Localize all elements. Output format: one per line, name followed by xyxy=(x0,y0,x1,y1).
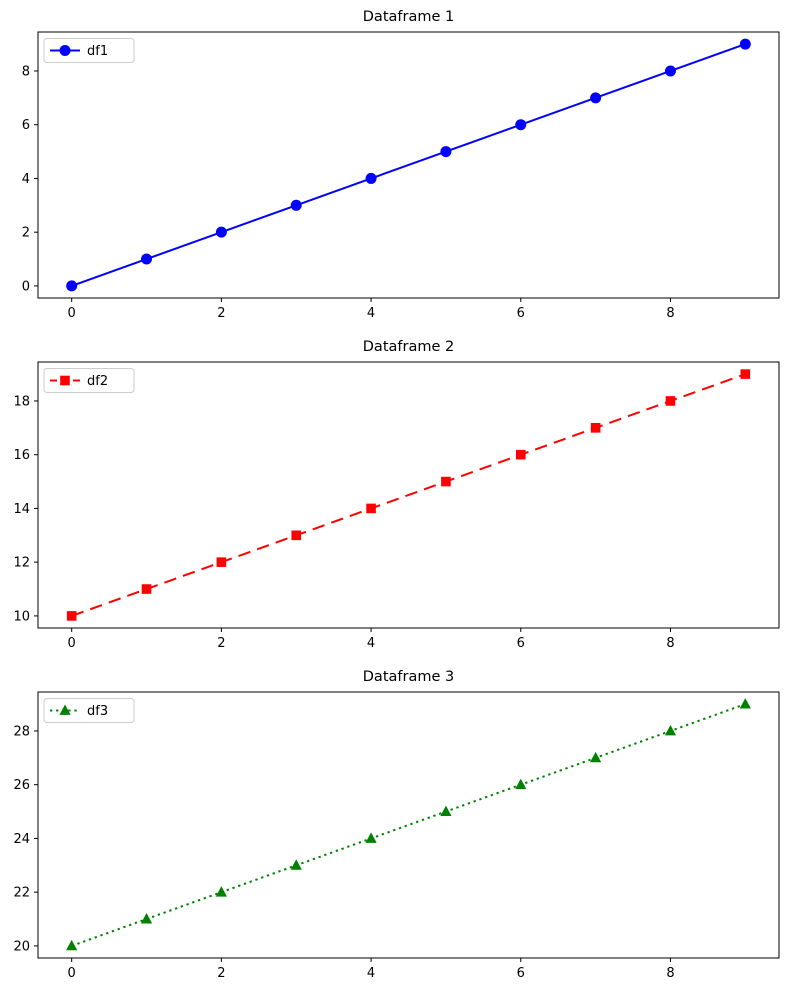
y-tick-label: 18 xyxy=(13,394,30,409)
marker-circle-icon xyxy=(365,172,377,184)
chart-title: Dataframe 2 xyxy=(363,339,454,355)
y-tick-label: 28 xyxy=(13,724,30,739)
marker-square-icon xyxy=(740,369,751,379)
marker-circle-icon xyxy=(59,45,71,56)
y-tick-label: 2 xyxy=(22,226,30,241)
x-tick-label: 6 xyxy=(517,636,525,651)
x-tick-label: 6 xyxy=(517,306,525,321)
marker-circle-icon xyxy=(290,199,302,211)
legend-box xyxy=(43,368,135,393)
marker-triangle-icon xyxy=(515,778,527,790)
y-tick-label: 8 xyxy=(22,64,30,79)
marker-triangle-icon xyxy=(215,886,227,897)
marker-circle-icon xyxy=(739,38,751,50)
y-tick-label: 10 xyxy=(13,609,30,624)
legend-box xyxy=(43,38,135,63)
x-tick-label: 8 xyxy=(666,966,674,981)
marker-square-icon xyxy=(441,476,451,487)
axes-frame xyxy=(37,31,780,299)
y-tick-label: 0 xyxy=(22,279,30,294)
marker-triangle-icon xyxy=(739,698,751,709)
subplot-1: Dataframe 1 0 2 4 6 8 0 2 4 6 8 df1 xyxy=(22,9,780,321)
marker-circle-icon xyxy=(215,226,227,238)
axes-frame xyxy=(37,361,780,629)
axes-frame xyxy=(37,691,780,959)
y-tick-label: 26 xyxy=(13,778,30,793)
x-tick-label: 8 xyxy=(666,306,674,321)
marker-square-icon xyxy=(66,611,77,621)
x-tick-label: 2 xyxy=(217,636,225,651)
marker-circle-icon xyxy=(515,119,527,131)
marker-circle-icon xyxy=(440,146,452,158)
series-line-df2 xyxy=(71,373,746,617)
y-tick-label: 16 xyxy=(13,448,30,463)
y-tick-label: 22 xyxy=(13,886,30,901)
marker-triangle-icon xyxy=(290,859,302,870)
chart-title: Dataframe 3 xyxy=(363,669,454,685)
x-tick-label: 8 xyxy=(666,636,674,651)
marker-circle-icon xyxy=(66,280,78,292)
subplot-2: Dataframe 2 0 2 4 6 8 10 12 14 16 18 df2 xyxy=(13,339,780,651)
x-tick-label: 0 xyxy=(68,306,76,321)
y-tick-label: 12 xyxy=(13,556,30,571)
marker-triangle-icon xyxy=(664,724,677,736)
marker-circle-icon xyxy=(590,92,602,104)
marker-square-icon xyxy=(291,530,302,541)
legend-box xyxy=(43,698,135,723)
chart-title: Dataframe 1 xyxy=(363,9,454,25)
x-tick-label: 0 xyxy=(68,636,76,651)
legend-label: df3 xyxy=(87,704,108,719)
y-tick-label: 24 xyxy=(13,832,30,847)
marker-triangle-icon xyxy=(140,913,153,924)
x-tick-label: 2 xyxy=(217,306,225,321)
marker-circle-icon xyxy=(664,65,676,77)
marker-triangle-icon xyxy=(440,805,452,816)
marker-circle-icon xyxy=(141,253,153,265)
marker-triangle-icon xyxy=(59,704,71,715)
marker-triangle-icon xyxy=(590,751,602,763)
series-line-df1 xyxy=(71,43,746,287)
marker-square-icon xyxy=(141,584,152,594)
y-tick-label: 4 xyxy=(22,172,30,187)
x-tick-label: 2 xyxy=(217,966,225,981)
marker-square-icon xyxy=(515,449,526,460)
legend-label: df2 xyxy=(87,374,108,389)
y-tick-label: 14 xyxy=(13,502,30,517)
marker-square-icon xyxy=(665,396,676,406)
legend-label: df1 xyxy=(87,44,108,59)
x-tick-label: 4 xyxy=(367,306,375,321)
marker-triangle-icon xyxy=(365,832,377,843)
marker-triangle-icon xyxy=(66,939,78,951)
x-tick-label: 4 xyxy=(367,966,375,981)
marker-square-icon xyxy=(216,557,227,567)
x-tick-label: 4 xyxy=(367,636,375,651)
series-line-df3 xyxy=(71,703,746,947)
x-tick-label: 6 xyxy=(517,966,525,981)
x-tick-label: 0 xyxy=(68,966,76,981)
marker-square-icon xyxy=(590,423,601,433)
marker-square-icon xyxy=(60,375,70,386)
marker-square-icon xyxy=(366,503,376,514)
y-tick-label: 6 xyxy=(22,118,30,133)
y-tick-label: 20 xyxy=(13,939,30,954)
